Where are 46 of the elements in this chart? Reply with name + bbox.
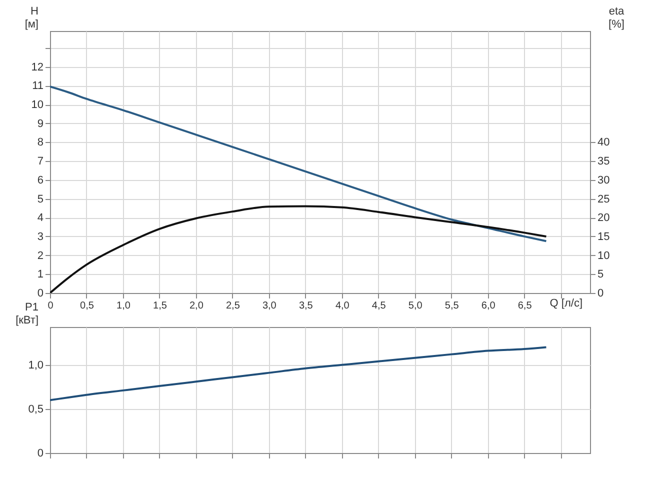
y2-tick-label: 35 — [598, 156, 610, 168]
y-axis-title: H [м] — [24, 6, 39, 30]
y2-tick-label: 0 — [598, 288, 604, 300]
y2-tick-label: 20 — [598, 212, 610, 224]
y-tick-label: 9 — [37, 118, 44, 130]
x-tick-label: 0,5 — [80, 300, 94, 312]
y-tick-label: 10 — [31, 99, 44, 112]
x-tick-label: 0 — [48, 300, 54, 312]
y-tick-label: 3 — [37, 230, 44, 243]
y-tick-label: 12 — [31, 61, 44, 74]
x-tick-label: 5,0 — [408, 300, 423, 312]
x-tick-label: 5,5 — [444, 300, 460, 312]
x-tick-label: 2,5 — [226, 300, 240, 312]
y2-tick-label: 5 — [598, 268, 604, 281]
x-tick-label: 3,5 — [298, 300, 314, 312]
x-tick-label: 3,0 — [262, 300, 277, 312]
y-tick-label: 7 — [37, 156, 44, 168]
y-tick-label: 5 — [37, 193, 44, 206]
y2-tick-label: 40 — [598, 136, 610, 149]
x-tick-label: 6,5 — [518, 300, 532, 312]
y-tick-label: 6 — [37, 174, 44, 186]
y-tick-label: 0 — [37, 448, 44, 460]
x-tick-label: 1,0 — [116, 300, 131, 312]
y-tick-label: 2 — [37, 250, 44, 262]
y2-tick-label: 25 — [598, 193, 610, 206]
y-axis-title: P1 [кВт] — [16, 302, 38, 326]
y-tick-label: 8 — [37, 136, 44, 149]
x-tick-label: 4,5 — [372, 300, 386, 312]
y-tick-label: 0,5 — [28, 403, 44, 416]
x-tick-label: 1,5 — [153, 300, 168, 312]
y2-tick-label: 30 — [598, 174, 610, 186]
line-series — [50, 86, 548, 242]
y-tick-label: 0 — [37, 288, 44, 300]
y2-tick-label: 15 — [598, 230, 610, 243]
y-tick-label: 1 — [37, 268, 44, 281]
line-series — [50, 205, 548, 293]
y-tick-label: 1,0 — [28, 359, 44, 372]
y-tick-label: 11 — [32, 80, 44, 92]
y-tick-label: 4 — [37, 212, 44, 224]
x-axis-title: Q [л/с] — [550, 298, 582, 310]
y2-axis-title: eta [%] — [608, 6, 626, 30]
x-tick-label: 6,0 — [481, 300, 496, 312]
x-tick-label: 2,0 — [189, 300, 204, 312]
y2-tick-label: 10 — [598, 250, 610, 262]
line-series — [50, 346, 548, 402]
x-tick-label: 4,0 — [335, 300, 350, 312]
